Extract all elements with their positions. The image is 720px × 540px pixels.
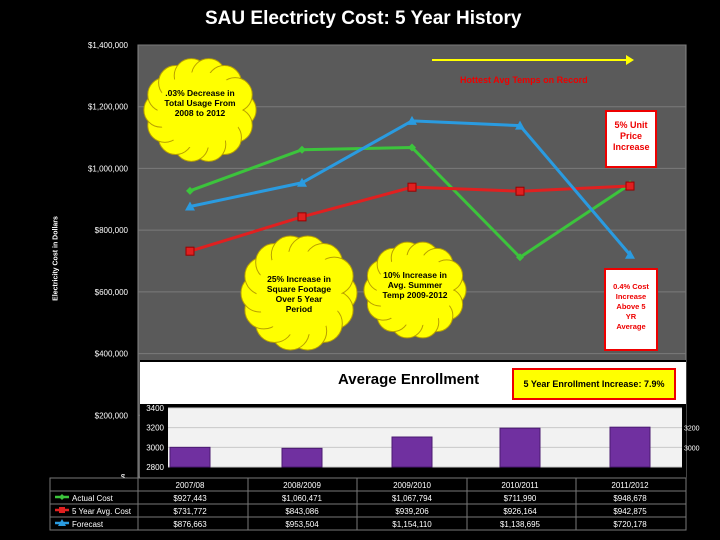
enrollment-increase-box: 5 Year Enrollment Increase: 7.9%: [512, 368, 676, 400]
enroll-y-tick: 3000: [146, 443, 164, 452]
data-label: $720,178: [613, 520, 647, 529]
y-tick-label: $1,400,000: [88, 41, 129, 50]
point-actual: [298, 145, 306, 154]
cloud-body: [376, 254, 454, 326]
data-label: $926,164: [503, 507, 537, 516]
cloud-footage-text: 25% Increase in Square Footage Over 5 Ye…: [266, 274, 332, 314]
category-label: 2007/08: [176, 481, 205, 490]
cloud-usage: [143, 58, 257, 162]
data-label: $942,875: [613, 507, 647, 516]
y-tick-label: $1,200,000: [88, 103, 129, 112]
enrollment-bar: [281, 447, 323, 468]
y-tick-label: $400,000: [95, 350, 129, 359]
enrollment-bar: [391, 436, 433, 468]
hottest-temps-label: Hottest Avg Temps on Record: [460, 75, 588, 85]
point-average: [515, 186, 525, 196]
point-average: [297, 212, 307, 222]
cloud-body: [256, 250, 342, 336]
data-label: $711,990: [504, 494, 537, 503]
data-label: $1,154,110: [392, 520, 432, 529]
enroll-y-tick: 3200: [146, 424, 164, 433]
category-label: 2010/2011: [501, 481, 539, 490]
y-tick-label: $1,000,000: [88, 164, 129, 173]
point-average: [185, 246, 195, 256]
category-label: 2009/2010: [393, 481, 431, 490]
point-forecast: [185, 201, 195, 211]
enrollment-bar: [609, 426, 651, 468]
cloud-footage: [240, 235, 358, 351]
enroll-y-tick-right: 3000: [684, 445, 700, 452]
legend-label: Actual Cost: [72, 494, 114, 503]
enrollment-bar: [169, 446, 211, 468]
data-label: $843,086: [285, 507, 319, 516]
y-tick-label: $800,000: [95, 226, 129, 235]
data-label: $939,206: [395, 507, 429, 516]
y-tick-label: $200,000: [95, 411, 129, 420]
enroll-y-tick: 2800: [146, 463, 164, 472]
cloud-temp-text: 10% Increase in Avg. Summer Temp 2009-20…: [382, 270, 448, 300]
hot-arrow-head: [626, 55, 634, 65]
legend-marker: [59, 494, 65, 500]
cloud-temp: [363, 241, 467, 339]
unit-price-box: 5% Unit Price Increase: [605, 110, 657, 168]
legend-label: 5 Year Avg. Cost: [72, 507, 132, 516]
category-label: 2008/2009: [283, 481, 321, 490]
cloud-usage-text: .03% Decrease in Total Usage From 2008 t…: [164, 88, 236, 118]
category-label: 2011/2012: [611, 481, 649, 490]
data-label: $1,138,695: [500, 520, 541, 529]
data-label: $948,678: [613, 494, 647, 503]
cloud-body: [157, 71, 243, 149]
enrollment-bar: [499, 427, 541, 468]
data-label: $927,443: [173, 494, 207, 503]
point-average: [625, 181, 635, 191]
enroll-y-tick: 3400: [146, 404, 164, 413]
enroll-y-tick-right: 3200: [684, 426, 700, 433]
legend-marker: [59, 507, 65, 513]
enrollment-title: Average Enrollment: [338, 371, 480, 388]
point-forecast: [515, 120, 525, 130]
point-forecast: [297, 177, 307, 187]
point-actual: [186, 186, 194, 195]
data-label: $731,772: [173, 507, 207, 516]
point-forecast: [407, 115, 417, 125]
point-actual: [408, 143, 416, 152]
data-label: $953,504: [285, 520, 319, 529]
point-average: [407, 182, 417, 192]
legend-label: Forecast: [72, 520, 104, 529]
point-actual: [516, 253, 524, 262]
cost-increase-box: 0.4% Cost Increase Above 5 YR Average: [604, 268, 658, 351]
data-label: $1,067,794: [392, 494, 433, 503]
data-label: $876,663: [173, 520, 207, 529]
legend-marker: [58, 519, 66, 526]
point-forecast: [625, 249, 635, 259]
page-title: SAU Electricty Cost: 5 Year History: [205, 8, 522, 29]
y-tick-label: $600,000: [95, 288, 129, 297]
data-label: $1,060,471: [282, 494, 323, 503]
